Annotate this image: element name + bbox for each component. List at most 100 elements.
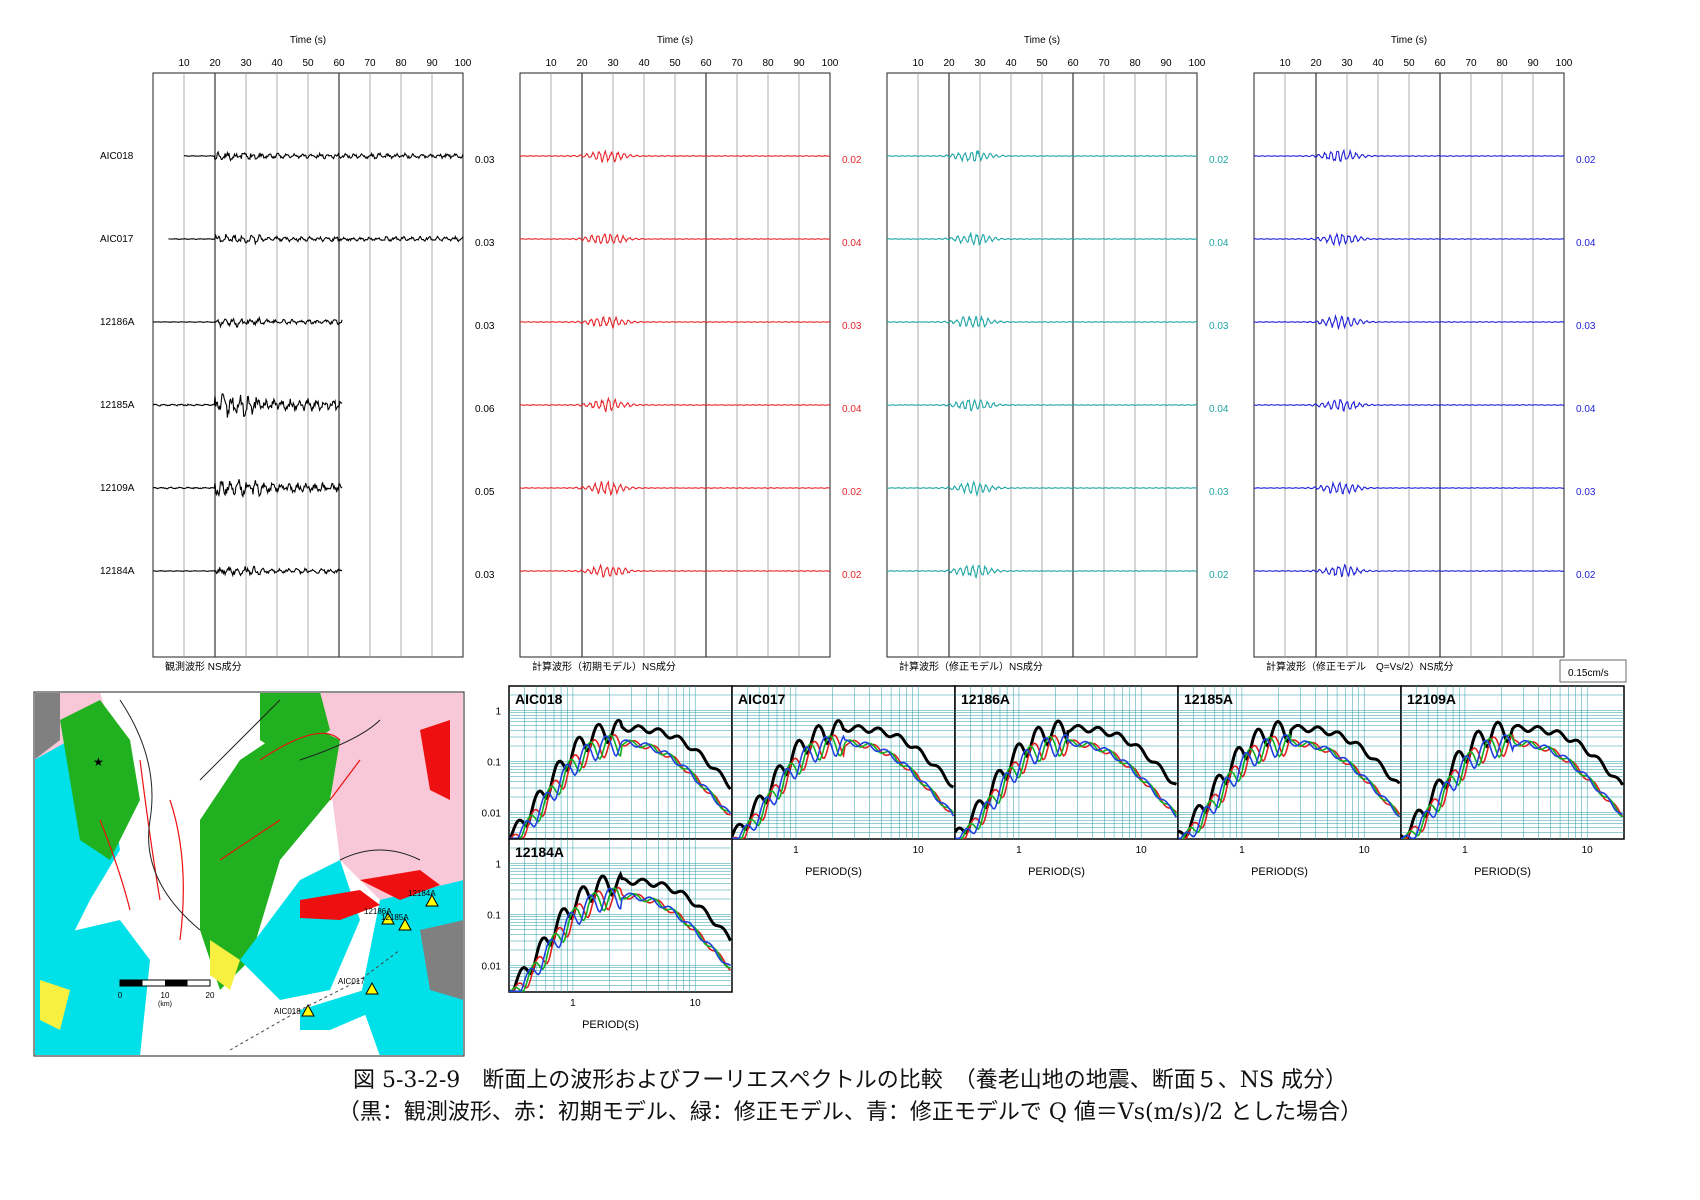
time-tick-label: 50 (1036, 58, 1048, 69)
map-station-label: 12185A (381, 913, 409, 922)
caption-line-2: （黒：観測波形、赤：初期モデル、緑：修正モデル、青：修正モデルで Q 値＝Vs(… (337, 1100, 1363, 1125)
peak-amplitude-label: 0.05 (475, 487, 495, 498)
spectrum-station-label: 12186A (961, 691, 1010, 707)
waveform-panel-2: Time (s) 10 20 30 40 50 60 70 80 90 100 0.02 0.04 0.0… (519, 35, 862, 673)
map-coastline (119, 699, 421, 931)
map-geologic-unit (210, 940, 240, 990)
map-geologic-unit (60, 700, 140, 860)
panel-label: 計算波形（修正モデル Q=Vs/2）NS成分 (1266, 660, 1454, 673)
peak-amplitude-label: 0.03 (475, 238, 495, 249)
scale-box (1559, 659, 1627, 683)
waveform-panel-3: Time (s) 10 20 30 40 50 60 70 80 90 100 0.02 0.04 0.0… (886, 35, 1229, 673)
map-geologic-unit (35, 693, 60, 760)
waveform-trace (1253, 399, 1564, 413)
peak-amplitude-label: 0.04 (1209, 238, 1229, 249)
spectrum-series-line (509, 734, 731, 839)
spectrum-series-line (1401, 720, 1624, 839)
time-tick-label: 30 (1341, 58, 1353, 69)
peak-amplitude-label: 0.03 (842, 321, 862, 332)
station-label: AIC018 (100, 151, 134, 162)
map-station-marker (425, 893, 439, 907)
spectrum-series-line (1401, 734, 1623, 839)
time-tick-label: 80 (1129, 58, 1141, 69)
spectrum-x-tick-label: 10 (1582, 845, 1594, 856)
spectrum-frame (1400, 685, 1625, 840)
spectrum-panel-AIC017: AIC017 1 10 PERIOD(S) (731, 685, 956, 878)
waveform-trace (152, 315, 343, 329)
spectrum-series-line (732, 734, 954, 839)
time-tick-label: 70 (1098, 58, 1110, 69)
spectrum-x-tick-label: 1 (1239, 845, 1245, 856)
peak-amplitude-label: 0.02 (842, 570, 862, 581)
time-tick-label: 30 (974, 58, 986, 69)
station-label: 12109A (100, 483, 135, 494)
waveform-panel-4: Time (s) 10 20 30 40 50 60 70 80 90 100 0.02 0.04 0.0… (1253, 35, 1596, 673)
time-tick-label: 30 (240, 58, 252, 69)
spectrum-y-tick-label: 0.01 (482, 808, 502, 819)
waveform-panel-1: Time (s) 10 20 30 40 50 60 70 80 90 100 AIC018 0.03 A… (100, 35, 495, 673)
peak-amplitude-label: 0.06 (475, 404, 495, 415)
station-label: 12184A (100, 566, 135, 577)
panel-label: 計算波形（初期モデル）NS成分 (532, 660, 676, 673)
spectrum-station-label: AIC017 (738, 691, 786, 707)
map-scale-bar: 0 10 20 (km) (118, 979, 215, 1008)
spectrum-panel-12186A: 12186A 1 10 PERIOD(S) (954, 685, 1179, 878)
time-tick-label: 40 (1005, 58, 1017, 69)
time-tick-label: 90 (1527, 58, 1539, 69)
spectrum-y-tick-label: 0.01 (482, 961, 502, 972)
time-tick-label: 30 (607, 58, 619, 69)
peak-amplitude-label: 0.03 (1576, 487, 1596, 498)
peak-amplitude-label: 0.03 (1209, 321, 1229, 332)
spectrum-series-line (732, 734, 955, 839)
waveform-trace (519, 233, 831, 245)
spectrum-y-tick-label: 0.1 (487, 910, 501, 921)
time-tick-label: 60 (1434, 58, 1446, 69)
waveform-trace (520, 149, 831, 163)
caption-line-1: 図 5-3-2-9 断面上の波形およびフーリエスペクトルの比較 （養老山地の地震… (352, 1068, 1348, 1093)
peak-amplitude-label: 0.02 (842, 487, 862, 498)
waveform-trace (1253, 480, 1565, 495)
time-tick-label: 40 (1372, 58, 1384, 69)
map-scale-unit: (km) (158, 1001, 172, 1008)
waveform-trace (168, 233, 464, 246)
time-tick-label: 70 (731, 58, 743, 69)
time-tick-label: 10 (912, 58, 924, 69)
peak-amplitude-label: 0.02 (842, 155, 862, 166)
map-station-label: AIC017 (338, 977, 365, 986)
time-tick-label: 70 (1465, 58, 1477, 69)
map-fault-lines (99, 732, 361, 941)
map-station-marker (365, 981, 379, 995)
map-station-marker (381, 911, 395, 925)
map-scale-label: 10 (161, 991, 170, 1000)
map-geologic-unit (300, 985, 400, 1030)
waveform-trace (519, 480, 831, 497)
peak-amplitude-label: 0.04 (842, 404, 862, 415)
peak-amplitude-label: 0.02 (1576, 570, 1596, 581)
spectrum-panel-12185A: 12185A 1 10 PERIOD(S) (1177, 685, 1402, 878)
scale-label: 0.15cm/s (1568, 668, 1609, 679)
station-label: AIC017 (100, 234, 134, 245)
spectrum-panel-AIC018: AIC018 1 0.1 0.01 (482, 685, 733, 840)
spectrum-series-line (1178, 733, 1401, 839)
waveform-trace (886, 398, 1198, 412)
spectrum-station-label: 12184A (515, 844, 564, 860)
waveform-trace (1253, 148, 1565, 163)
map-station-label: AIC018 (274, 1007, 301, 1016)
time-tick-label: 80 (762, 58, 774, 69)
spectrum-panel-12184A: 12184A 1 0.1 0.01 1 10 PERIOD(S) (482, 838, 733, 1031)
peak-amplitude-label: 0.04 (842, 238, 862, 249)
waveform-panels: Time (s) 10 20 30 40 50 60 70 80 90 100 AIC018 0.03 A… (100, 35, 1627, 683)
spectrum-x-tick-label: 10 (690, 998, 702, 1009)
panel-label: 計算波形（修正モデル）NS成分 (899, 660, 1043, 673)
spectrum-x-tick-label: 1 (793, 845, 799, 856)
waveform-trace (1253, 232, 1565, 247)
spectrum-series-line (1178, 733, 1400, 839)
spectrum-series-line (509, 887, 731, 992)
spectrum-series-line (1401, 733, 1623, 839)
spectrum-y-tick-label: 1 (495, 706, 501, 717)
map-station-label: 12184A (408, 889, 436, 898)
waveform-trace (152, 565, 343, 578)
